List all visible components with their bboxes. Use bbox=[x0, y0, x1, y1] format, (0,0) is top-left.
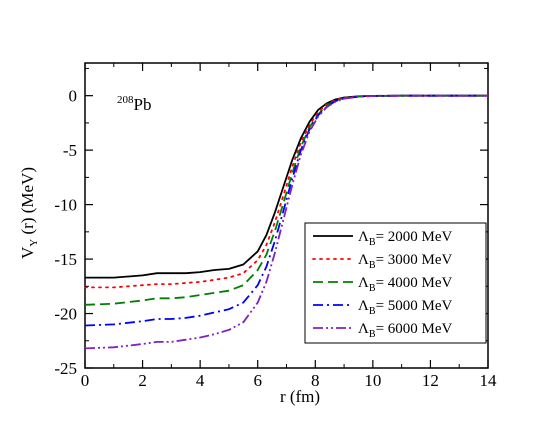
series-lines bbox=[84, 94, 489, 350]
legend-label-4: ΛB= 5000 MeV bbox=[358, 298, 453, 317]
series-line-4 bbox=[84, 94, 488, 327]
legend-label-sub: B bbox=[369, 260, 376, 271]
legend-box bbox=[304, 222, 487, 344]
legend-label-sub: B bbox=[369, 283, 376, 294]
x-tick-label: 10 bbox=[364, 371, 381, 390]
x-tick-label: 14 bbox=[480, 371, 498, 390]
y-tick-label: -10 bbox=[54, 196, 77, 215]
y-tick-label: -15 bbox=[54, 250, 77, 269]
legend-label-1: ΛB= 2000 MeV bbox=[358, 229, 453, 248]
x-tick-label: 6 bbox=[253, 371, 262, 390]
legend-label-main: Λ bbox=[358, 252, 369, 268]
y-axis-title-main: V bbox=[18, 246, 37, 259]
y-tick-label: -25 bbox=[54, 359, 77, 378]
legend-label-rest: = 4000 MeV bbox=[376, 275, 453, 291]
legend-label-sub: B bbox=[369, 329, 376, 340]
x-tick-label: 2 bbox=[138, 371, 147, 390]
legend-label-main: Λ bbox=[358, 275, 369, 291]
annotation-superscript: 208 bbox=[117, 94, 134, 106]
legend-label-main: Λ bbox=[358, 321, 369, 337]
tick-labels: 0 2 4 6 8 10 12 14 0 -5 -10 -15 -20 -25 bbox=[54, 87, 497, 390]
legend-label-rest: = 6000 MeV bbox=[376, 321, 453, 337]
legend-label-main: Λ bbox=[358, 229, 369, 245]
legend-label-2: ΛB= 3000 MeV bbox=[358, 252, 453, 271]
legend-label-rest: = 2000 MeV bbox=[376, 229, 453, 245]
annotation-text: Pb bbox=[134, 95, 152, 114]
x-tick-label: 8 bbox=[311, 371, 320, 390]
series-line-5 bbox=[84, 94, 488, 350]
y-axis-title-rest: (r) (MeV) bbox=[18, 167, 37, 239]
y-tick-label: 0 bbox=[69, 87, 78, 106]
legend-label-rest: = 5000 MeV bbox=[376, 298, 453, 314]
x-tick-label: 4 bbox=[196, 371, 205, 390]
y-tick-label: -20 bbox=[54, 305, 77, 324]
y-axis-title: VY (r) (MeV) bbox=[18, 167, 40, 259]
legend-label-sub: B bbox=[369, 306, 376, 317]
legend-label-3: ΛB= 4000 MeV bbox=[358, 275, 453, 294]
x-tick-label: 0 bbox=[81, 371, 90, 390]
legend-label-rest: = 3000 MeV bbox=[376, 252, 453, 268]
legend-label-5: ΛB= 6000 MeV bbox=[358, 321, 453, 340]
legend-label-main: Λ bbox=[358, 298, 369, 314]
annotation-pb208: 208Pb bbox=[117, 94, 151, 114]
y-axis-title-sub: Y bbox=[28, 239, 40, 247]
legend-label-sub: B bbox=[369, 237, 376, 248]
x-axis-title: r (fm) bbox=[280, 387, 320, 406]
y-tick-label: -5 bbox=[63, 141, 77, 160]
x-tick-label: 12 bbox=[422, 371, 439, 390]
